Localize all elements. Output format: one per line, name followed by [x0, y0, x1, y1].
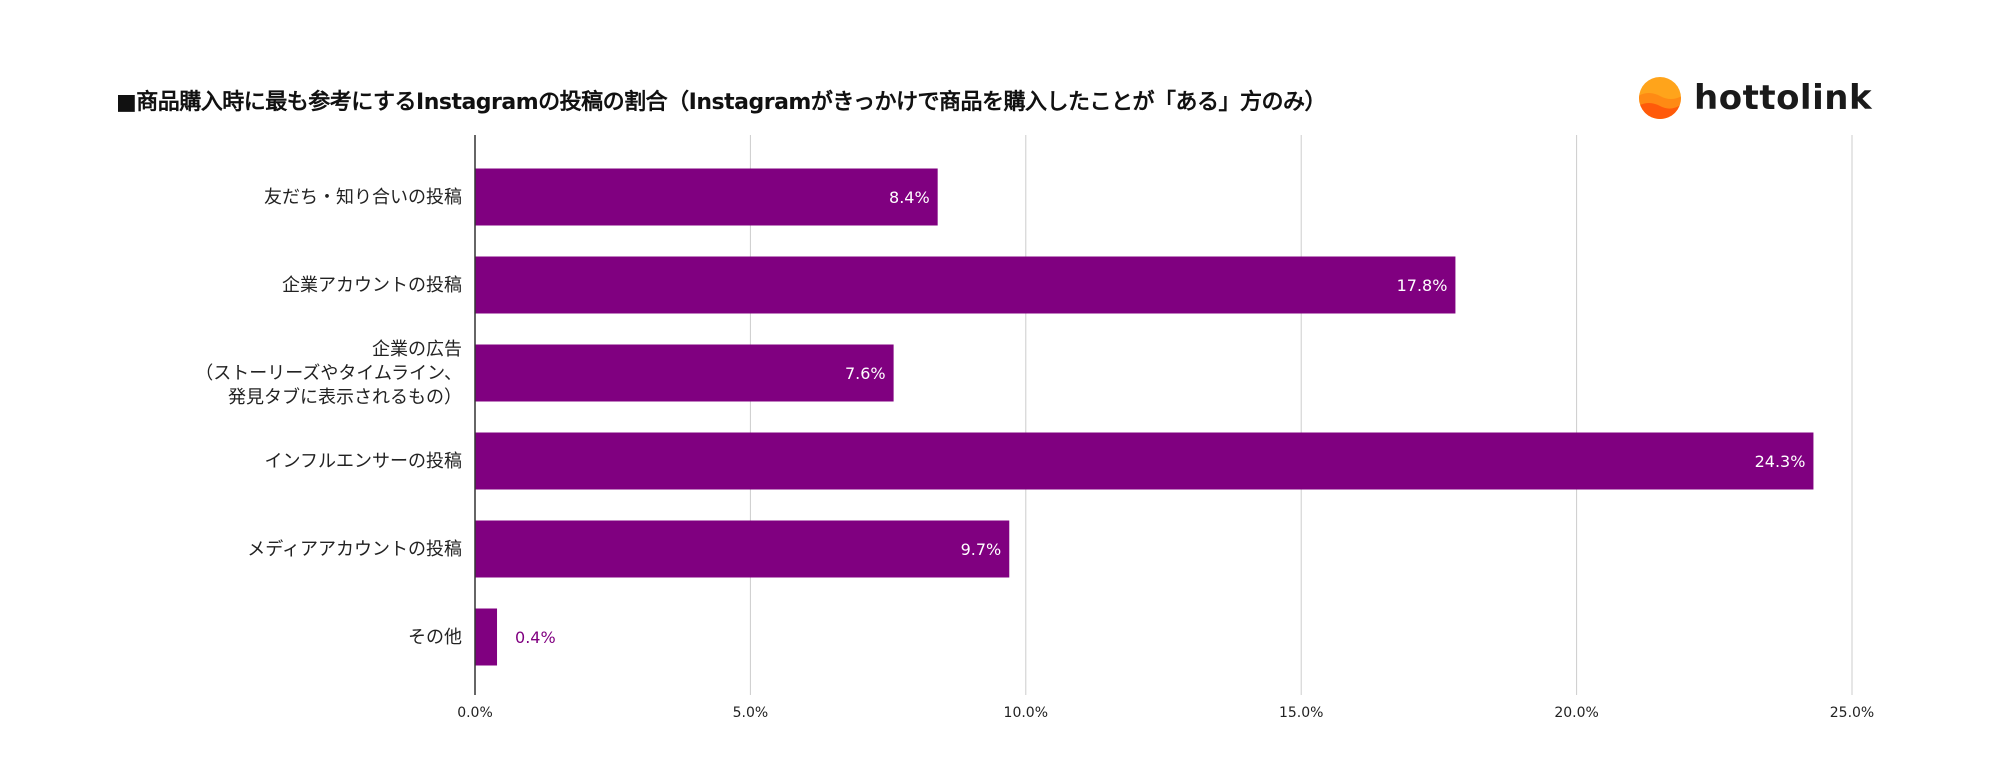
- bar: [475, 168, 938, 226]
- category-label: 発見タブに表示されるもの）: [228, 386, 462, 408]
- x-tick-label: 0.0%: [457, 705, 493, 721]
- x-tick-label: 10.0%: [1004, 705, 1048, 721]
- data-label: 24.3%: [1755, 452, 1806, 471]
- data-label: 17.8%: [1397, 276, 1448, 295]
- logo-sun-icon: [1639, 77, 1681, 119]
- x-tick-label: 20.0%: [1554, 705, 1598, 721]
- logo-text: hottolink: [1694, 78, 1873, 118]
- bar: [475, 608, 498, 666]
- category-label: その他: [408, 627, 462, 648]
- x-tick-label: 15.0%: [1279, 705, 1323, 721]
- category-label: 企業の広告: [372, 339, 462, 360]
- data-label: 9.7%: [961, 540, 1002, 559]
- category-label: 友だち・知り合いの投稿: [264, 187, 462, 208]
- data-label: 0.4%: [515, 628, 556, 647]
- data-label: 7.6%: [845, 364, 886, 383]
- data-label: 8.4%: [889, 188, 930, 207]
- bar: [475, 344, 894, 402]
- category-label: インフルエンサーの投稿: [265, 451, 462, 472]
- bar: [475, 432, 1814, 490]
- category-label: メディアアカウントの投稿: [247, 539, 462, 560]
- x-tick-label: 25.0%: [1830, 705, 1874, 721]
- chart-title: ■商品購入時に最も参考にするInstagramの投稿の割合（Instagramが…: [116, 90, 1326, 115]
- hottolink-logo: hottolink: [1638, 76, 1872, 120]
- category-label: （ストーリーズやタイムライン、: [195, 363, 462, 384]
- bar: [475, 256, 1456, 314]
- x-tick-label: 5.0%: [733, 705, 769, 721]
- bar: [475, 520, 1010, 578]
- category-label: 企業アカウントの投稿: [282, 275, 462, 296]
